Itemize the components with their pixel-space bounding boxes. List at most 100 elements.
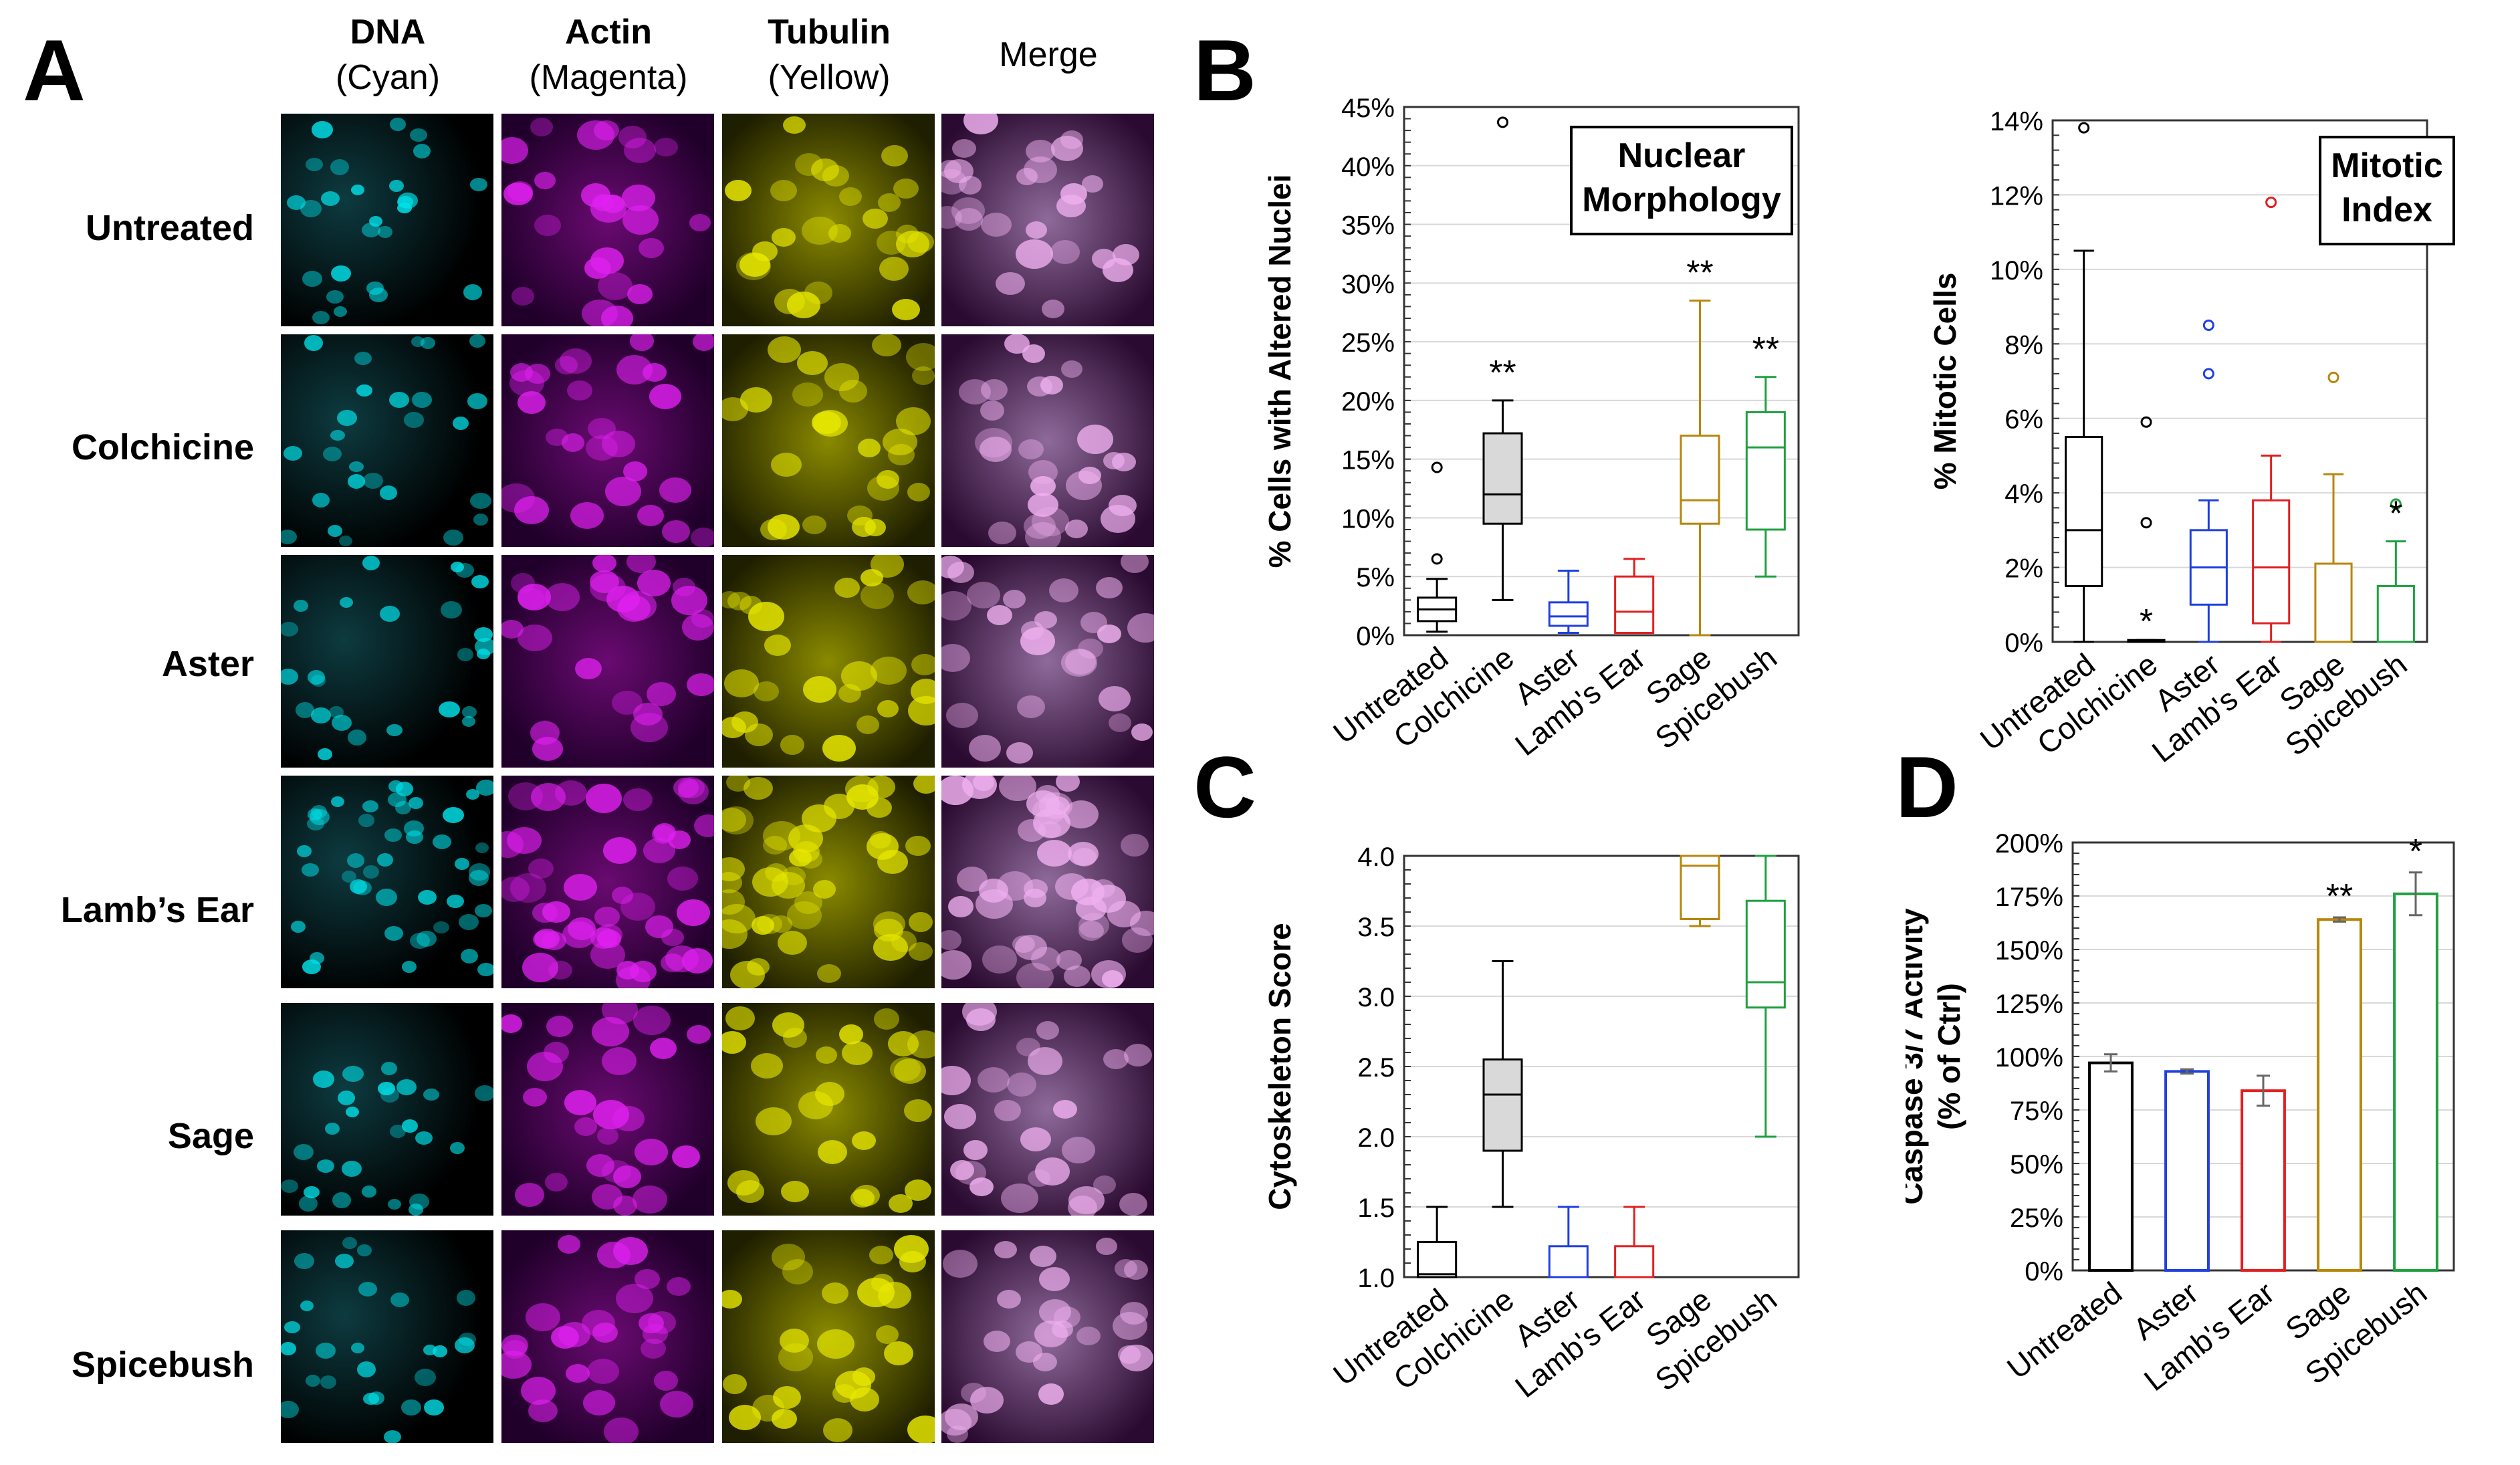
cell-blob [893, 179, 919, 199]
y-tick-label: 100% [1995, 1043, 2063, 1073]
cell-blob [865, 519, 886, 536]
column-header-dna: DNA (Cyan) [281, 9, 495, 100]
cell-blob [1016, 239, 1053, 269]
cell-blob [884, 1341, 913, 1365]
cell-blob [1113, 1312, 1147, 1340]
cell-blob [1121, 555, 1149, 573]
cell-blob [1055, 873, 1089, 900]
cell-blob [577, 120, 614, 150]
cell-blob [390, 118, 406, 131]
cell-blob [1122, 927, 1153, 953]
cell-blob [660, 1391, 693, 1418]
cell-blob [672, 1145, 700, 1168]
cell-blob [725, 1006, 755, 1030]
cell-blob [459, 1333, 476, 1346]
cell-blob [812, 411, 841, 434]
cell-blob [409, 1204, 423, 1216]
y-axis-label: Caspase 3/7 Activity [1906, 908, 1929, 1205]
cell-blob [817, 964, 841, 983]
cell-blob [947, 1426, 968, 1443]
cell-blob [433, 921, 449, 933]
cell-blob [396, 1079, 417, 1095]
panel-letter-a: A [23, 21, 86, 119]
cell-blob [317, 1159, 334, 1173]
cell-blob [410, 128, 427, 142]
outlier-point [2390, 498, 2402, 510]
cell-blob [1124, 1044, 1152, 1066]
cell-blob [764, 635, 791, 656]
cell-blob [415, 1369, 436, 1386]
cell-blob [555, 780, 587, 806]
cell-blob [645, 915, 673, 938]
cell-blob [397, 203, 412, 213]
cell-blob [467, 393, 487, 409]
cell-blob [1072, 848, 1097, 867]
cell-blob [477, 649, 490, 659]
cell-blob [510, 363, 533, 382]
cell-blob [501, 1014, 522, 1033]
y-tick-label: 175% [1995, 883, 2063, 912]
cell-blob [421, 337, 435, 349]
cell-blob [342, 1066, 364, 1082]
cell-blob [1127, 613, 1154, 643]
cell-blob [616, 1284, 653, 1313]
cell-blob [1053, 1100, 1077, 1119]
cell-blob [1024, 514, 1056, 539]
nuclear-morphology-chart: 0% 5% 10% 15% 20% 25% 30% 35% 40% 45% % Cells with… [1250, 94, 1852, 762]
outlier-point [2140, 416, 2152, 428]
cell-blob [727, 592, 752, 610]
box [1680, 435, 1720, 525]
cell-blob [678, 779, 709, 804]
cell-blob [633, 1006, 671, 1035]
y-tick-label: 5% [1356, 563, 1395, 592]
cell-blob [1026, 221, 1047, 239]
cell-blob [633, 703, 663, 725]
cell-blob [1028, 493, 1058, 517]
cell-blob [587, 1359, 619, 1384]
y-tick-label: 2% [2004, 554, 2043, 584]
cell-blob [583, 1390, 615, 1416]
cell-blob [514, 496, 549, 524]
cell-blob [896, 407, 931, 435]
cell-blob [857, 1278, 895, 1307]
outlier-point [2327, 371, 2339, 383]
cell-blob [362, 800, 378, 812]
mitotic-index-chart: 0% 2% 4% 6% 8% 10% 12% 14%% Mitotic Cells Untrea… [1919, 94, 2507, 762]
column-title: DNA [350, 13, 426, 51]
cell-blob [376, 889, 397, 906]
cell-blob [389, 392, 409, 408]
cell-blob [325, 1123, 340, 1135]
cell-blob [946, 703, 978, 728]
micrograph-tile [722, 776, 935, 988]
cell-blob [1092, 249, 1116, 269]
cell-blob [691, 528, 714, 547]
cell-blob [673, 578, 695, 596]
cell-blob [334, 306, 347, 317]
cell-blob [780, 735, 804, 755]
row-label-spicebush: Spicebush [71, 1345, 254, 1385]
cell-blob [601, 306, 633, 326]
box [1614, 1245, 1655, 1278]
cell-blob [297, 845, 312, 857]
micrograph-tile [501, 555, 714, 768]
cell-blob [586, 1154, 614, 1177]
cell-blob [888, 1031, 919, 1056]
cell-blob [471, 575, 489, 588]
cell-blob [417, 931, 437, 947]
cell-blob [311, 707, 331, 723]
cell-blob [312, 311, 330, 324]
cell-blob [1018, 819, 1046, 842]
column-title: Actin [565, 13, 652, 51]
micrograph-tile [501, 1003, 714, 1216]
cell-blob [469, 334, 485, 348]
cell-blob [795, 153, 823, 176]
cell-blob [722, 1290, 742, 1309]
cell-blob [462, 706, 477, 718]
cell-blob [763, 821, 800, 851]
cell-blob [564, 1090, 596, 1115]
cell-blob [811, 158, 839, 181]
cell-blob [612, 691, 643, 715]
cell-blob [783, 116, 806, 134]
cell-blob [1028, 460, 1058, 484]
